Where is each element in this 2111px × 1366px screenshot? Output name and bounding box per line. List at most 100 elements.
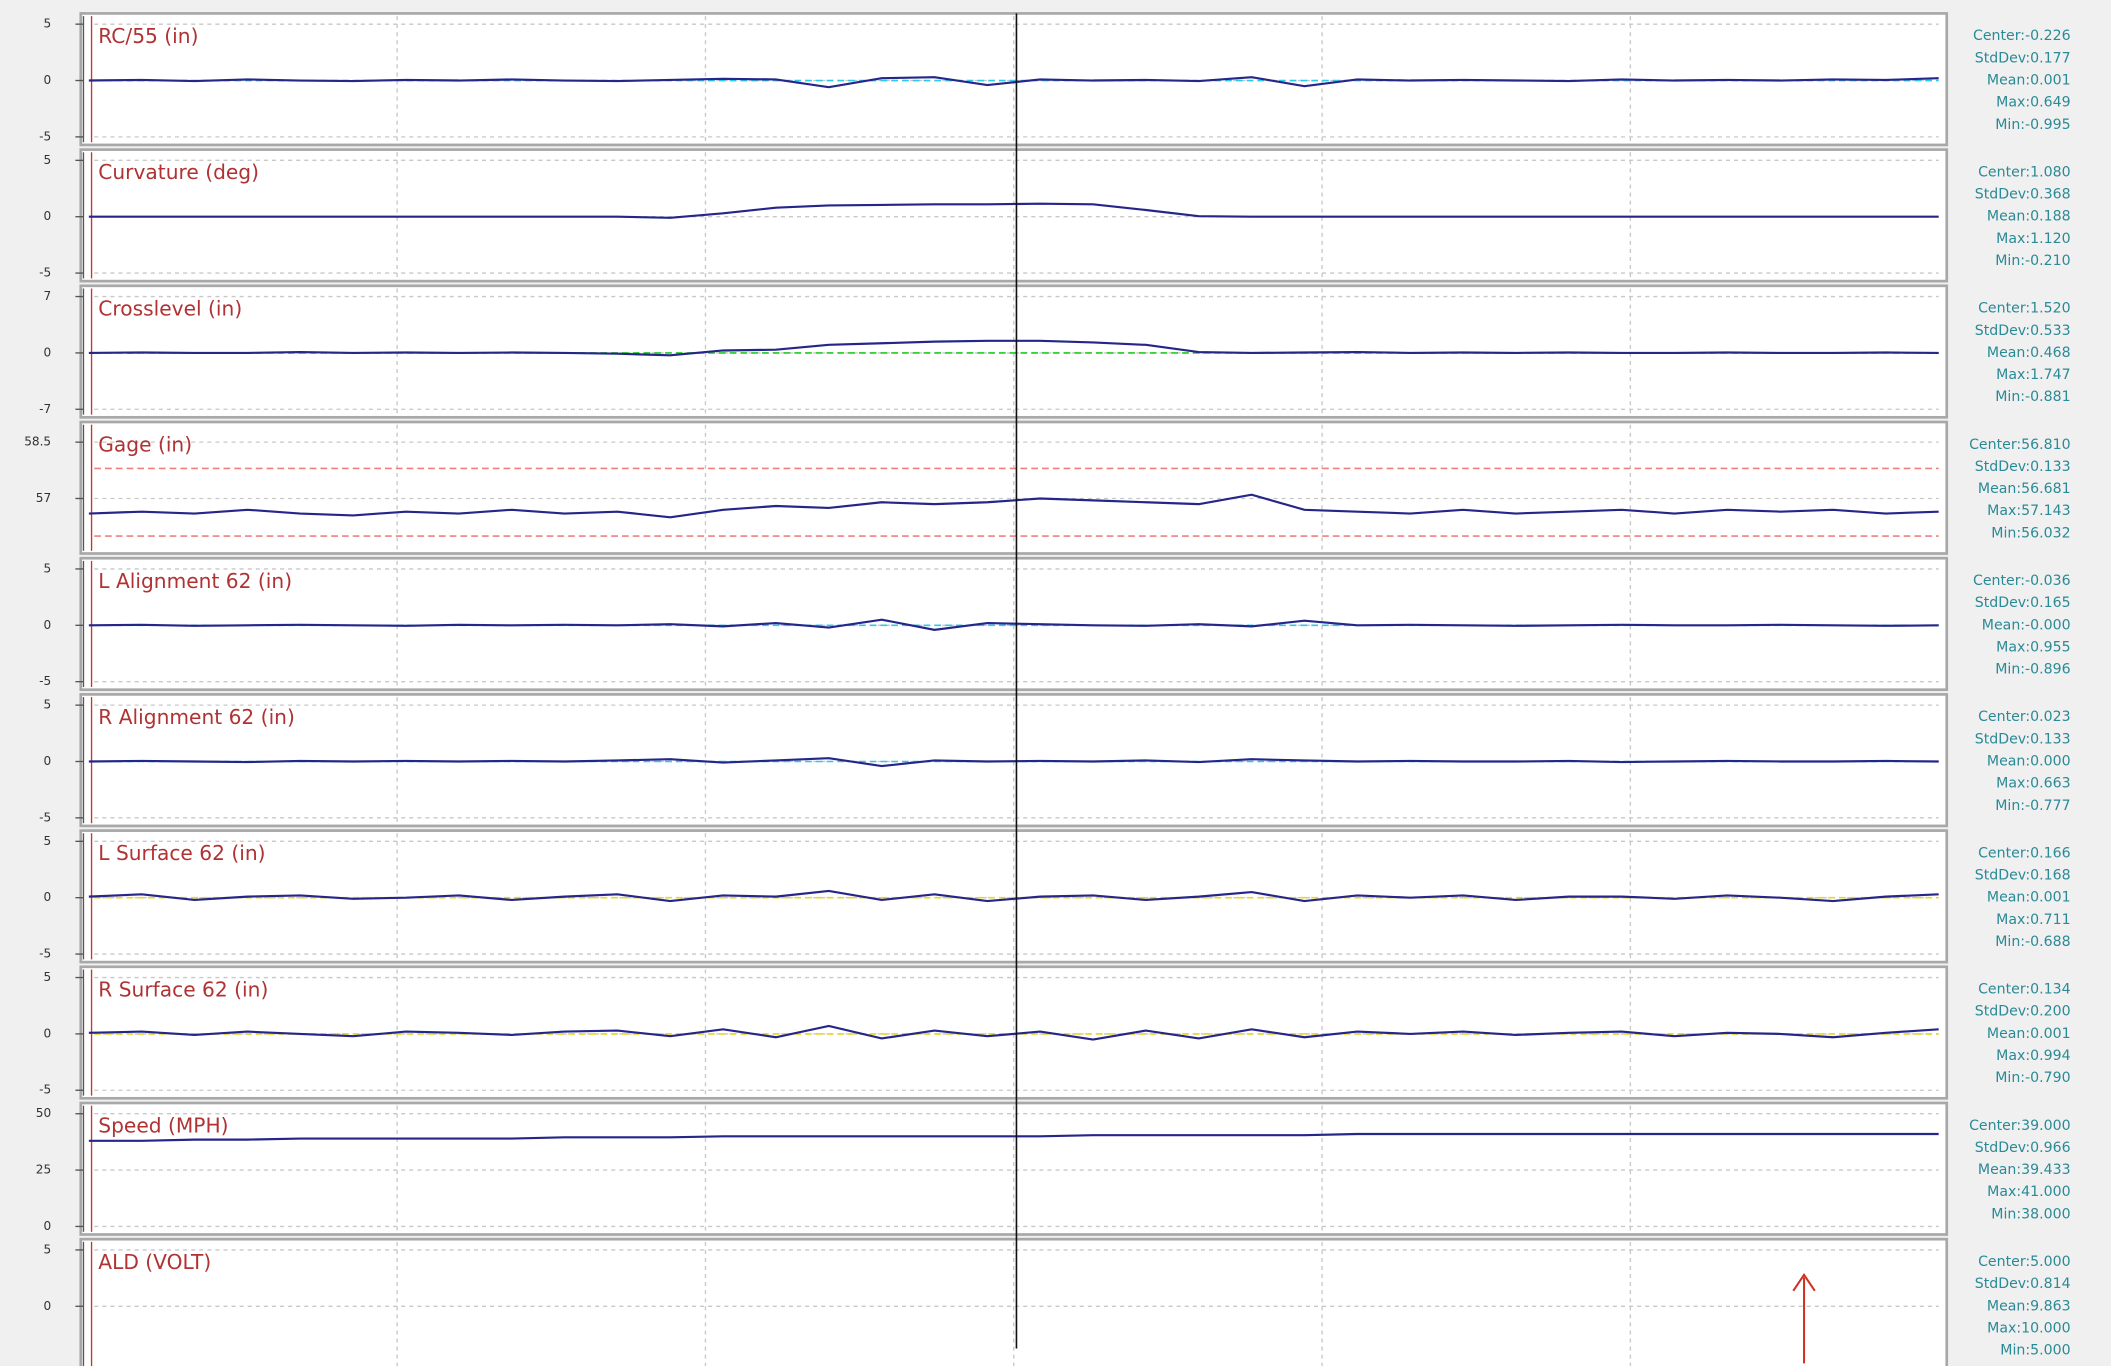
- panel-title: R Alignment 62 (in): [98, 705, 295, 729]
- stat-label: Center:-0.036: [1973, 573, 2071, 589]
- stat-label: Center:1.520: [1978, 301, 2071, 317]
- y-tick-label: 50: [36, 1106, 51, 1120]
- chart-panel: -5 0 5 R Surface 62 (in) Center:0.134 StdDev:…: [39, 965, 2071, 1100]
- stat-label: StdDev:0.168: [1975, 868, 2071, 884]
- y-tick-label: 5: [43, 1242, 51, 1256]
- stat-label: Mean:0.001: [1987, 1026, 2071, 1042]
- panel-title: R Surface 62 (in): [98, 977, 268, 1001]
- stat-label: Mean:0.000: [1987, 754, 2071, 770]
- stat-label: Center:0.023: [1978, 709, 2071, 725]
- y-tick-label: 0: [43, 618, 51, 632]
- y-tick-label: 5: [43, 561, 51, 575]
- y-tick-label: 7: [43, 289, 51, 303]
- y-tick-label: -5: [39, 129, 51, 143]
- stat-label: Center:1.080: [1978, 164, 2071, 180]
- y-tick-label: 0: [43, 1219, 51, 1233]
- stat-label: Min:-0.881: [1995, 389, 2070, 405]
- trace-line: [88, 1132, 1939, 1142]
- stat-label: Max:1.747: [1996, 367, 2070, 383]
- trace-line: [88, 1024, 1939, 1041]
- trace-line: [88, 202, 1939, 219]
- stat-label: Mean:0.001: [1987, 73, 2071, 89]
- trace-line: [88, 889, 1939, 903]
- y-tick-label: -5: [39, 674, 51, 688]
- stat-label: Max:10.000: [1987, 1320, 2070, 1336]
- stat-label: StdDev:0.814: [1975, 1276, 2071, 1292]
- stat-label: Mean:56.681: [1978, 481, 2071, 497]
- stat-label: Min:-0.995: [1995, 117, 2070, 133]
- panel-title: Gage (in): [98, 433, 192, 457]
- stat-label: StdDev:0.133: [1975, 731, 2071, 747]
- stat-label: Center:5.000: [1978, 1254, 2071, 1270]
- y-tick-label: -5: [39, 1083, 51, 1097]
- chart-panel: 0 5 ALD (VOLT) Center:5.000 StdDev:0.814 Mean…: [43, 1237, 2071, 1366]
- y-tick-label: 0: [43, 73, 51, 87]
- y-tick-label: 0: [43, 754, 51, 768]
- chart-panel: 0 25 50 Speed (MPH) Center:39.000 StdDev:0.96…: [36, 1101, 2071, 1236]
- stat-label: StdDev:0.200: [1975, 1004, 2071, 1020]
- y-tick-label: 5: [43, 834, 51, 848]
- stat-label: Center:0.134: [1978, 982, 2071, 998]
- chart-panel: -5 0 5 Curvature (deg) Center:1.080 StdDev:0.…: [39, 148, 2071, 283]
- y-tick-label: 25: [36, 1163, 51, 1177]
- stat-label: Center:-0.226: [1973, 28, 2071, 44]
- stat-label: Max:41.000: [1987, 1184, 2070, 1200]
- stat-label: Max:0.663: [1996, 776, 2070, 792]
- y-tick-label: 5: [43, 153, 51, 167]
- stat-label: Min:38.000: [1991, 1206, 2070, 1222]
- trace-line: [88, 339, 1939, 357]
- stat-label: Max:0.649: [1996, 95, 2070, 111]
- trace-line: [88, 76, 1939, 89]
- position-arrow-head: [1792, 1272, 1816, 1292]
- y-tick-label: -5: [39, 266, 51, 280]
- stat-label: Center:0.166: [1978, 845, 2071, 861]
- y-tick-label: -5: [39, 947, 51, 961]
- y-tick-label: 58.5: [24, 435, 51, 449]
- stat-label: StdDev:0.533: [1975, 323, 2071, 339]
- y-tick-label: 0: [43, 1026, 51, 1040]
- stat-label: Mean:39.433: [1978, 1162, 2071, 1178]
- stat-label: Min:-0.210: [1995, 253, 2070, 269]
- stat-label: StdDev:0.165: [1975, 595, 2071, 611]
- panel-title: Crosslevel (in): [98, 296, 242, 320]
- y-tick-label: 0: [43, 209, 51, 223]
- stat-label: Min:-0.777: [1995, 798, 2070, 814]
- y-tick-label: 0: [43, 890, 51, 904]
- chart-panel: -5 0 5 RC/55 (in) Center:-0.226 StdDev:0.177 M…: [39, 12, 2071, 147]
- trace-line: [88, 757, 1939, 768]
- panel-title: Speed (MPH): [98, 1114, 228, 1138]
- panel-title: RC/55 (in): [98, 24, 198, 48]
- panel-title: Curvature (deg): [98, 160, 259, 184]
- y-tick-label: -5: [39, 810, 51, 824]
- y-tick-label: -7: [39, 402, 51, 416]
- y-tick-label: 0: [43, 1299, 51, 1313]
- stat-label: Max:0.955: [1996, 639, 2070, 655]
- y-tick-label: 5: [43, 17, 51, 31]
- chart-panel: -5 0 5 R Alignment 62 (in) Center:0.023 StdDe…: [39, 693, 2071, 828]
- trace-line: [88, 493, 1939, 519]
- stat-label: Min:-0.790: [1995, 1070, 2070, 1086]
- chart-panel: -5 0 5 L Surface 62 (in) Center:0.166 StdDev:…: [39, 829, 2071, 964]
- stat-label: Max:57.143: [1987, 503, 2070, 519]
- stat-label: Mean:9.863: [1987, 1298, 2071, 1314]
- chart-panel: -5 0 5 L Alignment 62 (in) Center:-0.036 StdD…: [39, 556, 2071, 692]
- y-tick-label: 57: [36, 491, 51, 505]
- stat-label: Max:0.994: [1996, 1048, 2070, 1064]
- stat-label: Mean:-0.000: [1982, 617, 2071, 633]
- chart-panel: 57 58.5 Gage (in) Center:56.810 StdDev:0.133…: [24, 420, 2071, 555]
- stat-label: Min:-0.896: [1995, 662, 2070, 678]
- stat-label: Center:39.000: [1969, 1118, 2071, 1134]
- stat-label: Mean:0.188: [1987, 209, 2071, 225]
- panel-title: L Surface 62 (in): [98, 841, 265, 865]
- stat-label: StdDev:0.177: [1975, 50, 2071, 66]
- stat-label: Min:5.000: [2000, 1343, 2070, 1359]
- stat-label: Min:56.032: [1991, 525, 2070, 541]
- panel-title: L Alignment 62 (in): [98, 569, 292, 593]
- chart-panel: -7 0 7 Crosslevel (in) Center:1.520 StdDev:0.…: [39, 284, 2071, 419]
- stat-label: StdDev:0.966: [1975, 1140, 2071, 1156]
- stat-label: Mean:0.468: [1987, 345, 2071, 361]
- stat-label: Mean:0.001: [1987, 890, 2071, 906]
- y-tick-label: 5: [43, 698, 51, 712]
- panel-title: ALD (VOLT): [98, 1250, 211, 1274]
